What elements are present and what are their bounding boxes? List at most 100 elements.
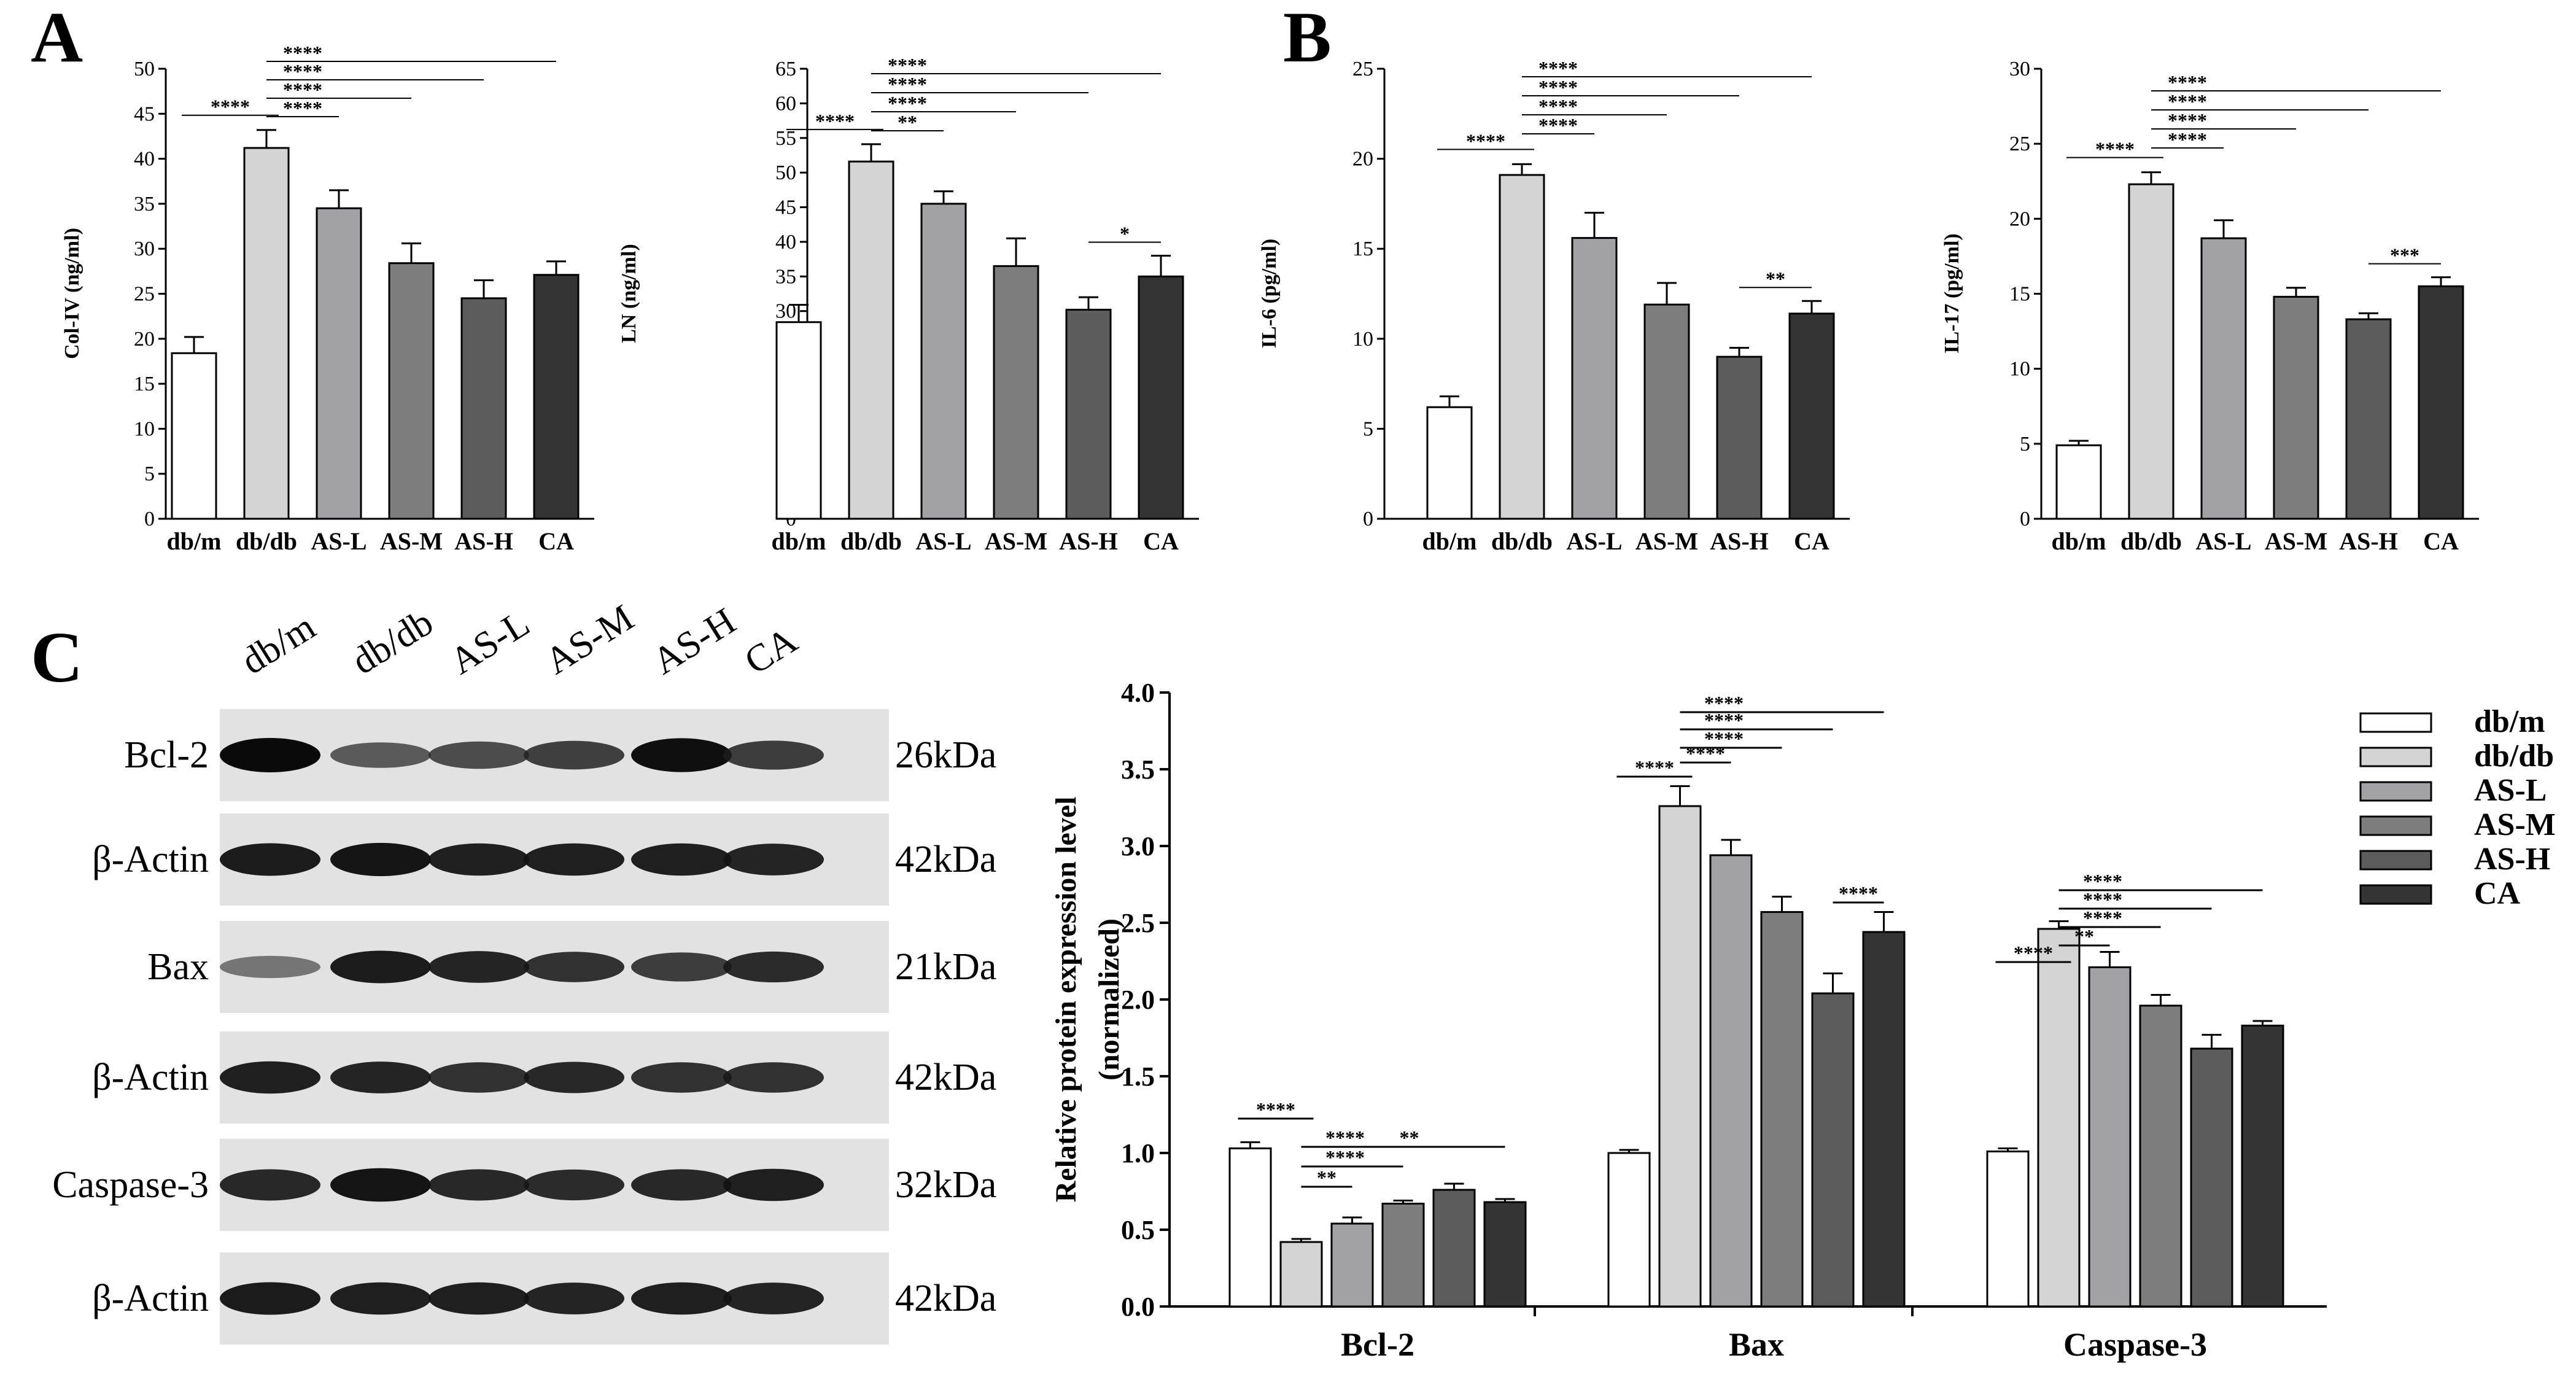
x-category-label: AS-M [380,527,443,555]
panel-letters: A B C [31,0,1332,697]
y-tick-label: 15 [1352,238,1373,260]
y-tick-label: 10 [2009,358,2030,381]
protein-expression-bar-chart: 0.0 0.5 1.0 1.5 2.0 2.5 3.0 3.5 4.0 Relative prot… [1050,678,2327,1363]
significance-label: **** [283,42,322,64]
x-group-label-bcl-2: Bcl-2 [1341,1326,1414,1363]
y-axis-label: IL-17 (pg/ml) [1941,233,1963,354]
bar-as-l [316,207,362,520]
blot-protein-label: β-Actin [92,1278,209,1319]
x-category-label: db/m [772,527,826,555]
legend-swatch-as-l [2359,781,2432,802]
bar-db-db [243,147,290,520]
blot-size-label: 42kDa [895,839,996,880]
x-category-label: AS-L [1566,527,1622,555]
blot-band [220,1169,320,1201]
bar-db-m [171,352,217,520]
significance-label: ** [1766,268,1785,290]
x-category-label: db/m [167,527,222,555]
blot-band [631,1282,732,1315]
y-tick-label: 0 [1363,508,1373,530]
x-category-label: CA [538,527,574,555]
blot-band [631,843,732,876]
y-tick-label: 40 [775,231,796,254]
blot-band [524,843,624,876]
bar-caspase-3-as-m [2139,1004,2182,1308]
y-tick-label: 3.5 [1121,755,1155,785]
col-iv-bar-chart: 0 5 10 15 20 25 30 35 40 45 50 Col-IV (ng/ml) db/m db… [61,42,594,555]
bar-bcl-2-db-db [1279,1241,1323,1308]
y-tick-label: 0 [144,508,155,530]
x-group-label-bax: Bax [1729,1326,1784,1363]
lane-label-db-db: db/db [344,601,440,683]
significance-label: **** [2168,109,2207,131]
blot-protein-label: Bax [147,946,209,988]
bar-db-m [2055,444,2102,520]
x-category-label: AS-H [1710,527,1769,555]
bar-as-l [2200,237,2247,520]
y-tick-label: 10 [1352,328,1373,351]
bar-caspase-3-as-l [2088,966,2132,1308]
y-tick-label: 3.0 [1121,831,1155,861]
blot-band [723,1062,824,1093]
y-axis-label: Relative protein expression level [1050,797,1082,1203]
y-tick-label: 45 [775,196,796,219]
significance-label: ** [2074,925,2094,947]
y-axis-label: IL-6 (pg/ml) [1258,239,1281,349]
blot-band [330,1062,431,1093]
blot-band [220,1061,320,1094]
blot-band [330,1168,431,1202]
panel-label-b: B [1283,0,1332,77]
bar-as-m [388,262,435,520]
bar-bcl-2-ca [1483,1201,1527,1308]
significance-label: **** [815,110,855,132]
blot-protein-label: Bcl-2 [124,734,209,776]
y-tick-label: 20 [134,328,155,351]
lane-label-ca: CA [737,619,804,682]
legend-swatch-db-db [2359,747,2432,767]
y-tick-label: 50 [134,58,155,80]
significance-label: **** [1538,114,1578,136]
bar-as-l [1571,237,1618,520]
bar-caspase-3-db-m [1986,1151,2030,1308]
blot-band [220,738,320,772]
significance-label: **** [1839,882,1878,904]
bar-as-h [2345,318,2392,520]
ln-bar-chart: 05101520253035404550556065LN (ng/ml)db/m… [618,54,1199,555]
significance-label: **** [1635,756,1674,778]
x-category-label: AS-H [2339,527,2398,555]
x-category-label: AS-L [311,527,367,555]
x-category-label: AS-L [915,527,971,555]
significance-label: **** [2168,128,2207,150]
y-tick-label: 4.0 [1121,678,1155,708]
blot-band [631,738,732,772]
y-tick-label: 10 [134,417,155,440]
blot-band [330,1282,431,1315]
bar-db-db [848,160,894,520]
significance-label: **** [888,73,927,95]
bar-bax-db-db [1658,805,1702,1308]
significance-label: **** [2083,870,2122,892]
x-category-label: AS-M [985,527,1047,555]
significance-label: **** [2168,71,2207,93]
x-category-label: db/m [1422,527,1477,555]
y-tick-label: 0.5 [1121,1215,1155,1245]
y-tick-label: 20 [2009,208,2030,230]
significance-label: ** [898,111,917,133]
x-category-label: CA [1794,527,1829,555]
y-tick-label: 30 [775,300,796,323]
bar-ca [1138,275,1184,520]
lane-label-as-l: AS-L [443,602,537,683]
blot-size-label: 42kDa [895,1278,996,1319]
y-axis-label: Col-IV (ng/ml) [61,228,83,359]
significance-label: **** [2014,942,2053,964]
y-tick-label: 5 [144,463,155,486]
bar-ca [533,274,580,520]
il-6-bar-chart: 0 5 10 15 20 25 IL-6 (pg/ml) db/m db/db AS-L AS-M A… [1258,57,1850,555]
bar-bax-as-l [1709,854,1753,1308]
bar-bcl-2-as-m [1381,1203,1425,1308]
bar-db-db [1499,174,1545,520]
x-category-label: db/db [1491,527,1553,555]
significance-label: **** [1686,742,1725,764]
blot-size-label: 26kDa [895,734,996,776]
blot-band [429,741,529,769]
